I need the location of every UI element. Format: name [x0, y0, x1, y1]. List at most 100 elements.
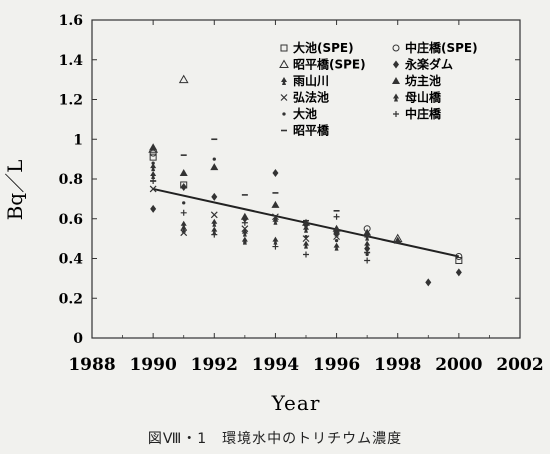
data-point — [241, 219, 248, 226]
x-tick-label: 1990 — [129, 355, 176, 375]
legend-label: 大池(SPE) — [293, 40, 354, 55]
data-point — [304, 234, 308, 239]
data-point — [243, 240, 247, 245]
data-point — [210, 211, 218, 219]
y-tick-label: 0.4 — [59, 252, 84, 268]
data-point — [241, 236, 248, 245]
y-axis-label: Bq／L — [3, 160, 27, 221]
data-point — [150, 163, 157, 172]
x-tick-label: 1996 — [313, 355, 360, 375]
legend-marker — [282, 112, 286, 116]
data-point — [303, 224, 309, 233]
legend-marker — [280, 94, 288, 101]
data-point — [178, 74, 189, 84]
x-tick-label: 1992 — [191, 355, 238, 375]
data-point — [334, 238, 339, 243]
data-point — [272, 236, 279, 245]
y-tick-label: 1.2 — [59, 93, 83, 109]
legend-label: 昭平橋(SPE) — [293, 57, 366, 72]
data-point — [273, 217, 278, 221]
data-points — [148, 74, 463, 287]
legend-marker — [280, 44, 288, 52]
data-point — [151, 161, 155, 165]
legend-label: 中庄橋(SPE) — [405, 40, 478, 55]
x-axis-label: Year — [271, 391, 321, 415]
data-point — [272, 243, 279, 250]
legend-marker — [281, 77, 287, 85]
data-point — [179, 169, 188, 177]
data-point — [393, 236, 402, 244]
data-point — [363, 228, 372, 236]
legend-marker — [393, 60, 399, 69]
y-tick-label: 1 — [73, 132, 83, 148]
data-point — [180, 209, 187, 216]
data-point — [333, 213, 340, 220]
data-point — [365, 252, 369, 257]
data-point — [302, 218, 310, 226]
data-point — [332, 224, 341, 232]
legend-marker — [392, 44, 400, 52]
data-point — [455, 268, 462, 277]
x-tick-label: 2000 — [435, 355, 482, 375]
y-tick-label: 0.6 — [59, 212, 83, 228]
legend-marker — [393, 111, 399, 117]
data-point — [271, 200, 280, 208]
data-point — [149, 153, 157, 161]
data-point — [455, 253, 463, 261]
data-point — [211, 226, 218, 235]
legend-label: 永楽ダム — [404, 57, 453, 72]
data-point — [272, 169, 279, 178]
x-tick-label: 1988 — [68, 355, 115, 375]
data-point — [302, 235, 310, 243]
data-point — [211, 231, 218, 238]
y-tick-label: 0 — [73, 331, 83, 347]
data-point — [149, 149, 157, 157]
legend-label: 弘法池 — [293, 90, 329, 105]
data-point — [455, 256, 463, 264]
y-tick-label: 1.6 — [59, 13, 83, 29]
data-point — [150, 204, 157, 213]
y-axis-ticks: 0 0.2 0.4 0.6 0.8 1 1.2 1.4 1.6 — [59, 13, 520, 347]
legend-label: 坊主池 — [405, 73, 441, 88]
y-tick-label: 0.8 — [59, 172, 83, 188]
data-point — [333, 242, 340, 251]
data-point — [149, 185, 157, 193]
data-point — [333, 228, 340, 237]
data-point — [241, 228, 248, 237]
legend-marker — [393, 93, 399, 102]
data-point — [364, 240, 371, 249]
figure-caption: 図Ⅷ・1 環境水中のトリチウム濃度 — [147, 431, 403, 447]
data-point — [211, 218, 218, 227]
data-point — [150, 171, 157, 180]
legend-label: 大池 — [293, 106, 317, 121]
x-tick-label: 1994 — [252, 355, 299, 375]
legend-label: 母山橋 — [405, 90, 442, 105]
data-point — [240, 212, 249, 220]
data-point — [212, 157, 216, 161]
data-point — [272, 216, 279, 225]
x-tick-label: 1998 — [374, 355, 421, 375]
data-point — [364, 257, 371, 264]
legend-marker — [279, 59, 289, 68]
x-axis-ticks: 1988 1990 1992 1994 1996 1998 2000 2002 — [68, 20, 544, 375]
legend-label: 昭平橋 — [293, 123, 330, 138]
legend-marker — [392, 77, 400, 84]
data-point — [180, 224, 187, 233]
data-point — [364, 232, 371, 241]
legend-label: 雨山川 — [293, 73, 329, 88]
data-point — [303, 251, 309, 258]
data-point — [425, 278, 432, 287]
data-point — [303, 240, 309, 249]
data-point — [180, 182, 187, 191]
y-tick-label: 0.2 — [59, 291, 83, 307]
data-point — [149, 143, 158, 151]
legend-label: 中庄橋 — [405, 106, 442, 121]
data-point — [210, 163, 219, 171]
x-tick-label: 2002 — [496, 355, 543, 375]
data-point — [211, 192, 218, 201]
data-point — [241, 225, 249, 233]
data-point — [182, 201, 186, 205]
y-tick-label: 1.4 — [59, 53, 84, 69]
